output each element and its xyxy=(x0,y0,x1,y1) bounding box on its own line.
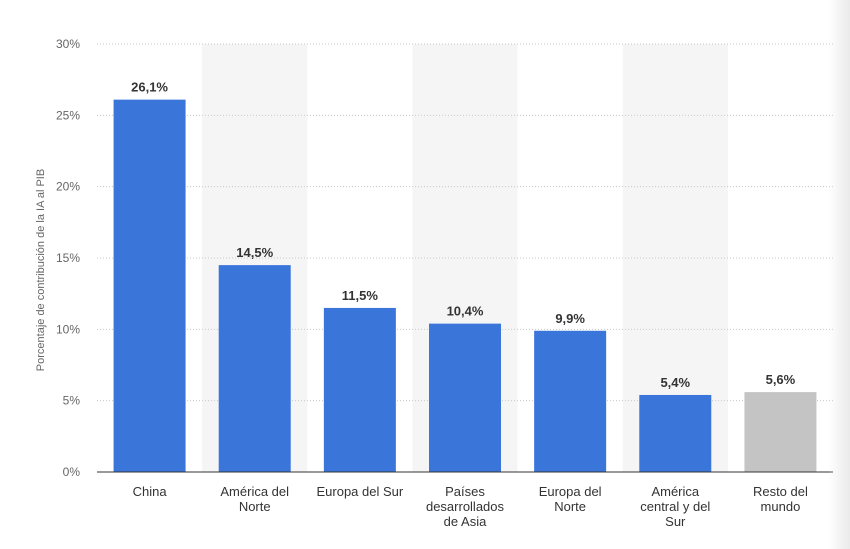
bar xyxy=(534,330,607,472)
bar xyxy=(218,265,291,472)
y-tick-label: 5% xyxy=(63,394,81,408)
bar xyxy=(429,323,501,472)
y-tick-label: 10% xyxy=(56,322,80,336)
scroll-edge-shadow xyxy=(828,0,850,549)
y-tick-label: 20% xyxy=(56,180,80,194)
value-label: 10,4% xyxy=(447,304,484,319)
value-label: 26,1% xyxy=(131,80,168,95)
value-label: 14,5% xyxy=(236,245,273,260)
value-labels: 26,1% 14,5% 11,5% 10,4% 9,9% 5,4% 5,6% xyxy=(131,80,796,390)
bar xyxy=(744,392,817,472)
y-tick-label: 0% xyxy=(63,465,81,479)
y-tick-label: 30% xyxy=(56,37,80,51)
y-tick-labels: 0% 5% 10% 15% 20% 25% 30% xyxy=(56,37,80,479)
category-label: Europa del Norte xyxy=(539,484,602,514)
value-label: 9,9% xyxy=(555,311,585,326)
value-label: 5,4% xyxy=(660,375,690,390)
bar xyxy=(323,307,396,472)
category-label: Resto del mundo xyxy=(753,484,808,514)
y-axis-title: Porcentaje de contribución de la IA al P… xyxy=(35,169,47,371)
category-label: América central y del Sur xyxy=(640,484,710,529)
bar xyxy=(639,394,712,472)
y-tick-label: 25% xyxy=(56,108,80,122)
bar xyxy=(113,99,186,472)
category-label: China xyxy=(133,484,168,499)
category-label: América del Norte xyxy=(220,484,289,514)
value-label: 5,6% xyxy=(766,372,796,387)
category-label: Europa del Sur xyxy=(316,484,403,499)
category-label: Países desarrollados de Asia xyxy=(426,484,505,529)
value-label: 11,5% xyxy=(342,288,379,303)
bars xyxy=(113,99,817,472)
y-tick-label: 15% xyxy=(56,251,80,265)
category-labels: China América del Norte Europa del Sur Paíse… xyxy=(133,484,808,529)
